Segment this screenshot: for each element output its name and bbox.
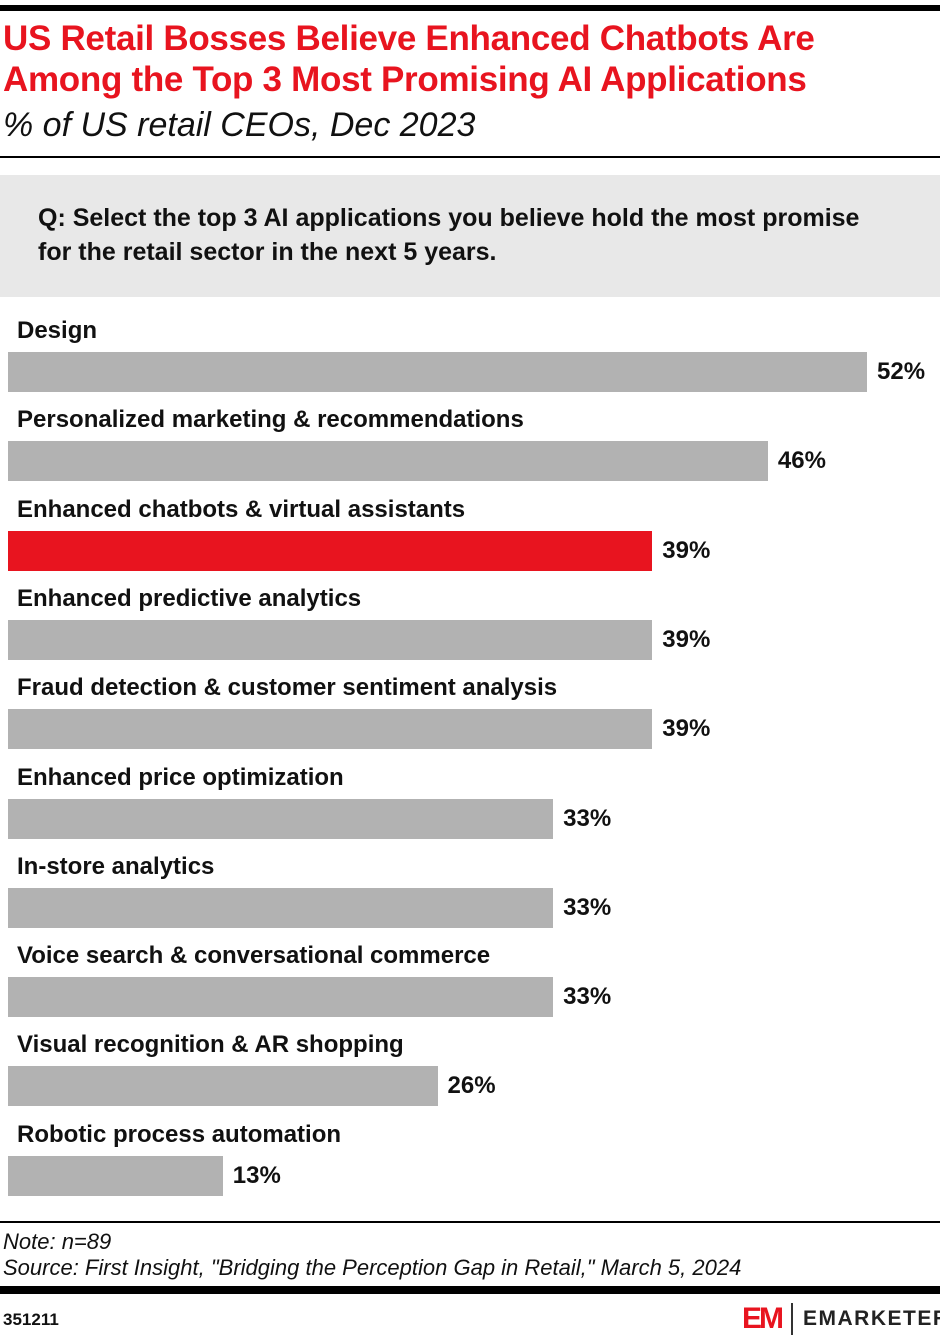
bar xyxy=(8,530,653,571)
bar xyxy=(8,1066,438,1107)
question-text: Q: Select the top 3 AI applications you … xyxy=(38,204,860,266)
bar xyxy=(8,887,554,928)
logo-divider xyxy=(791,1303,793,1335)
value-label: 33% xyxy=(563,983,612,1011)
question-box xyxy=(0,175,940,297)
bar-label: Enhanced price optimization xyxy=(17,763,344,791)
value-label: 33% xyxy=(563,804,612,832)
source: Source: First Insight, "Bridging the Per… xyxy=(3,1255,742,1280)
value-label: 52% xyxy=(877,358,926,385)
bar-label: Fraud detection & customer sentiment ana… xyxy=(17,674,558,702)
bar-label: Visual recognition & AR shopping xyxy=(17,1031,404,1059)
bar xyxy=(8,709,653,750)
top-rule xyxy=(0,5,940,11)
bar-label: Personalized marketing & recommendations xyxy=(17,406,524,434)
bar xyxy=(8,977,554,1018)
bar xyxy=(8,619,653,660)
chart-id: 351211 xyxy=(3,1310,59,1329)
divider xyxy=(0,156,940,158)
divider xyxy=(0,1221,940,1223)
bar-label: Voice search & conversational commerce xyxy=(17,942,491,970)
logo-text: EMARKETER xyxy=(803,1307,940,1330)
bar xyxy=(8,798,554,839)
value-label: 13% xyxy=(232,1161,281,1189)
chart-title: US Retail Bosses Believe Enhanced Chatbo… xyxy=(3,19,815,99)
logo-mark: EM xyxy=(742,1302,784,1335)
note: Note: n=89 xyxy=(3,1229,112,1254)
bar-label: Robotic process automation xyxy=(17,1120,342,1148)
bar-label: In-store analytics xyxy=(17,852,215,880)
bar xyxy=(8,441,768,482)
chart-subtitle: % of US retail CEOs, Dec 2023 xyxy=(3,106,476,144)
value-label: 33% xyxy=(563,893,612,921)
footer-rule xyxy=(0,1286,940,1294)
value-label: 39% xyxy=(662,536,711,564)
bar xyxy=(8,1155,223,1196)
value-label: 26% xyxy=(447,1072,496,1100)
bar xyxy=(8,352,867,392)
bar-label: Enhanced predictive analytics xyxy=(17,584,362,612)
value-label: 46% xyxy=(777,447,826,475)
bar-label: Design xyxy=(17,317,98,344)
bar-label: Enhanced chatbots & virtual assistants xyxy=(17,495,466,523)
value-label: 39% xyxy=(662,625,711,653)
value-label: 39% xyxy=(662,715,711,743)
emarketer-logo: EM EMARKETER xyxy=(742,1302,940,1336)
